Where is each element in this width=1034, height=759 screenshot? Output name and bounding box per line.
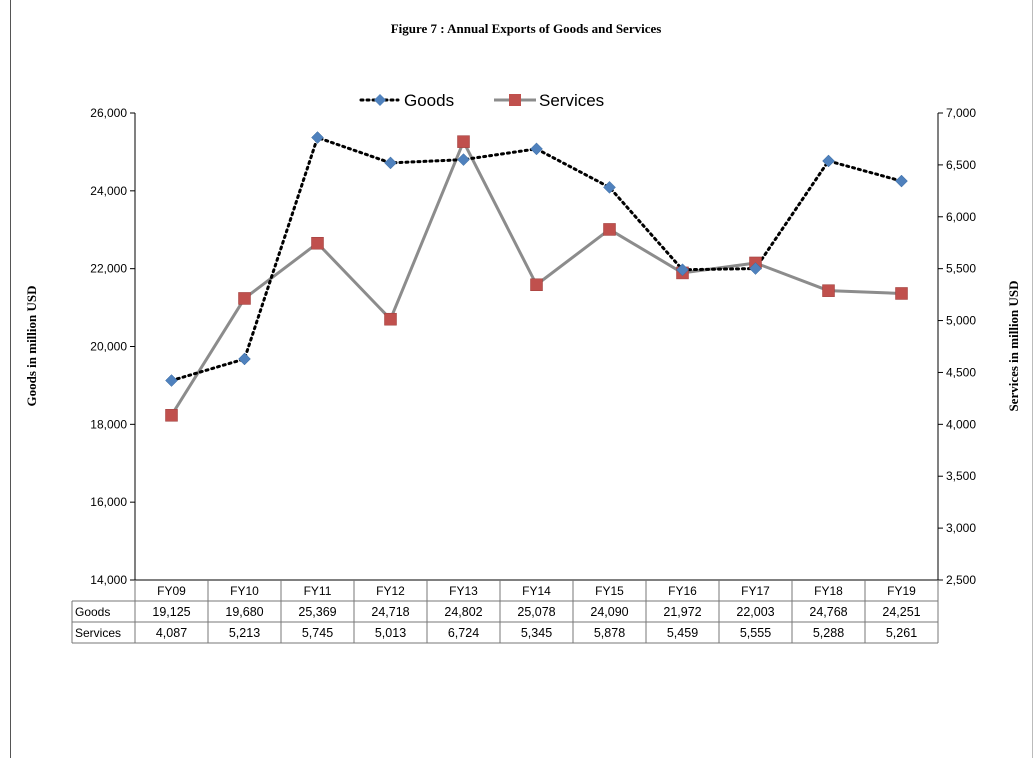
x-tick-label: FY14 — [522, 584, 551, 598]
chart-title: Figure 7 : Annual Exports of Goods and S… — [391, 21, 662, 36]
y-tick-label: 18,000 — [90, 417, 127, 431]
x-tick-label: FY16 — [668, 584, 697, 598]
y2-tick-label: 4,500 — [946, 365, 976, 379]
legend-label-goods: Goods — [404, 91, 454, 110]
y2-tick-label: 5,500 — [946, 262, 976, 276]
y-tick-label: 26,000 — [90, 106, 127, 120]
table-cell-goods: 22,003 — [736, 605, 774, 619]
data-point-goods — [749, 262, 762, 275]
table-cell-goods: 25,078 — [517, 605, 555, 619]
legend-marker-services — [509, 94, 521, 106]
x-tick-label: FY15 — [595, 584, 624, 598]
table-cell-goods: 19,125 — [152, 605, 190, 619]
legend-label-services: Services — [539, 91, 604, 110]
table-row-header: Goods — [75, 605, 110, 619]
y2-tick-label: 2,500 — [946, 573, 976, 587]
table-cell-services: 5,013 — [375, 626, 406, 640]
table-cell-services: 5,555 — [740, 626, 771, 640]
table-cell-goods: 19,680 — [225, 605, 263, 619]
x-tick-label: FY17 — [741, 584, 770, 598]
table-cell-services: 4,087 — [156, 626, 187, 640]
y2-tick-label: 3,000 — [946, 521, 976, 535]
table-cell-goods: 24,251 — [882, 605, 920, 619]
data-point-goods — [165, 374, 178, 387]
y-tick-label: 22,000 — [90, 262, 127, 276]
data-point-goods — [384, 156, 397, 170]
table-cell-services: 5,345 — [521, 626, 552, 640]
data-point-goods — [895, 174, 908, 188]
table-cell-goods: 24,802 — [444, 605, 482, 619]
table-cell-goods: 24,090 — [590, 605, 628, 619]
series-line-services — [170, 140, 902, 417]
data-point-services — [603, 223, 616, 236]
data-point-goods — [311, 131, 324, 144]
y2-tick-label: 6,000 — [946, 210, 976, 224]
data-point-services — [238, 292, 251, 305]
data-point-services — [165, 409, 178, 422]
y2-tick-label: 6,500 — [946, 158, 976, 172]
data-point-services — [530, 278, 543, 292]
y2-tick-label: 5,000 — [946, 314, 976, 328]
data-point-services — [384, 312, 397, 326]
table-cell-goods: 24,718 — [371, 605, 409, 619]
data-point-goods — [530, 142, 543, 156]
y-tick-label: 16,000 — [90, 495, 127, 509]
y2-tick-label: 3,500 — [946, 469, 976, 483]
x-tick-label: FY18 — [814, 584, 843, 598]
table-cell-services: 6,724 — [448, 626, 479, 640]
data-point-services — [311, 236, 324, 250]
x-tick-label: FY09 — [157, 584, 186, 598]
data-point-goods — [822, 154, 835, 168]
x-tick-label: FY12 — [376, 584, 405, 598]
y-tick-label: 24,000 — [90, 184, 127, 198]
plot-area: 14,000 16,000 18,000 20,000 22,000 24,000 26,0… — [71, 91, 976, 644]
y2-tick-label: 4,000 — [946, 417, 976, 431]
table-cell-goods: 25,369 — [298, 605, 336, 619]
data-point-goods — [238, 352, 251, 366]
x-tick-label: FY19 — [887, 584, 916, 598]
table-cell-services: 5,288 — [813, 626, 844, 640]
x-tick-label: FY10 — [230, 584, 259, 598]
legend-marker-goods — [374, 94, 386, 106]
table-cell-goods: 24,768 — [809, 605, 847, 619]
data-point-goods — [603, 180, 616, 194]
y-tick-label: 20,000 — [90, 340, 127, 354]
y-tick-label: 14,000 — [90, 573, 127, 587]
y2-tick-label: 7,000 — [946, 106, 976, 120]
table-row-header: Services — [75, 626, 121, 640]
x-tick-label: FY13 — [449, 584, 478, 598]
table-cell-services: 5,459 — [667, 626, 698, 640]
table-cell-services: 5,261 — [886, 626, 917, 640]
data-point-services — [822, 284, 835, 297]
table-cell-services: 5,745 — [302, 626, 333, 640]
y2-axis-title: Services in million USD — [1006, 280, 1021, 411]
page-frame — [10, 0, 1033, 758]
table-cell-services: 5,878 — [594, 626, 625, 640]
data-point-services — [895, 287, 908, 300]
data-point-goods — [457, 153, 470, 166]
x-tick-label: FY11 — [304, 584, 332, 598]
data-point-goods — [676, 263, 689, 277]
table-cell-goods: 21,972 — [663, 605, 701, 619]
y-axis-title: Goods in million USD — [24, 285, 39, 406]
table-cell-services: 5,213 — [229, 626, 260, 640]
series-line-goods — [170, 135, 903, 383]
data-point-services — [457, 135, 470, 148]
